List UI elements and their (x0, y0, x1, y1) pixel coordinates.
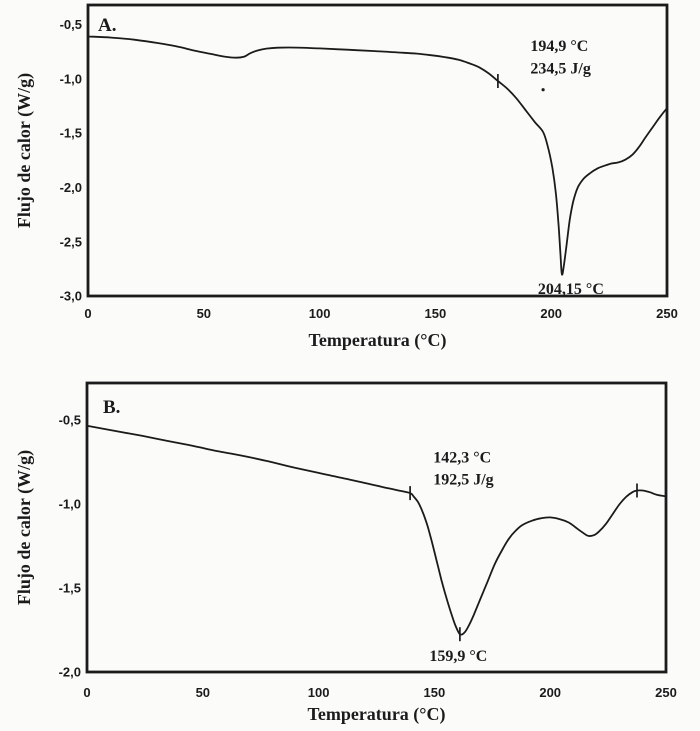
plot-border-thermogram-b (85, 381, 668, 674)
x-axis-title: Temperatura (°C) (308, 330, 446, 351)
y-tick-label: -2,5 (60, 234, 82, 249)
peak-temperature-label-b: 159,9 °C (429, 648, 487, 665)
x-tick-label: 50 (196, 685, 210, 700)
y-axis-title: Flujo de calor (W/g) (14, 73, 35, 228)
x-tick-label: 200 (540, 306, 562, 321)
x-tick-label: 250 (656, 306, 678, 321)
peak-temperature-label-a: 204,15 °C (538, 281, 604, 298)
x-tick-label: 100 (309, 306, 331, 321)
thermogram-b: -0,5 -1,0 -1,5 -2,00 50 100 150 200 250 Temperatu… (14, 381, 677, 725)
y-tick-label: -0,5 (60, 17, 82, 32)
x-tick-label: 100 (308, 685, 330, 700)
y-tick-label: -2,0 (60, 180, 82, 195)
dsc-curve-b (86, 424, 667, 636)
stray-dot-a (541, 88, 545, 92)
y-tick-label: -1,0 (60, 71, 82, 86)
y-tick-label: -0,5 (59, 413, 81, 428)
dsc-curve-a (87, 35, 668, 276)
x-axis-title: Temperatura (°C) (307, 704, 445, 725)
y-tick-label: -3,0 (60, 289, 82, 304)
y-tick-label: -1,0 (59, 497, 81, 512)
x-tick-label: 200 (539, 685, 561, 700)
y-tick-label: -2,0 (59, 665, 81, 680)
y-tick-label: -1,5 (59, 581, 81, 596)
enthalpy-label-b: 192,5 J/g (433, 471, 493, 488)
y-tick-label: -1,5 (60, 126, 82, 141)
onset-temperature-label-a: 194,9 °C (530, 38, 588, 55)
x-tick-label: 0 (83, 685, 90, 700)
x-tick-label: 150 (424, 685, 446, 700)
onset-temperature-label-b: 142,3 °C (433, 450, 491, 467)
panel-label-thermogram-a: A. (98, 15, 116, 36)
x-tick-label: 250 (655, 685, 677, 700)
x-tick-label: 150 (425, 306, 447, 321)
thermogram-a: -0,5 -1,0 -1,5 -2,0 -2,5 -3,00 50 100 150 200 250 T… (14, 3, 678, 351)
x-tick-label: 0 (84, 306, 91, 321)
enthalpy-label-a: 234,5 J/g (530, 61, 590, 78)
plot-border-thermogram-a (86, 3, 669, 298)
panel-label-thermogram-b: B. (103, 397, 120, 418)
x-tick-label: 50 (197, 306, 211, 321)
y-axis-title: Flujo de calor (W/g) (14, 450, 35, 605)
